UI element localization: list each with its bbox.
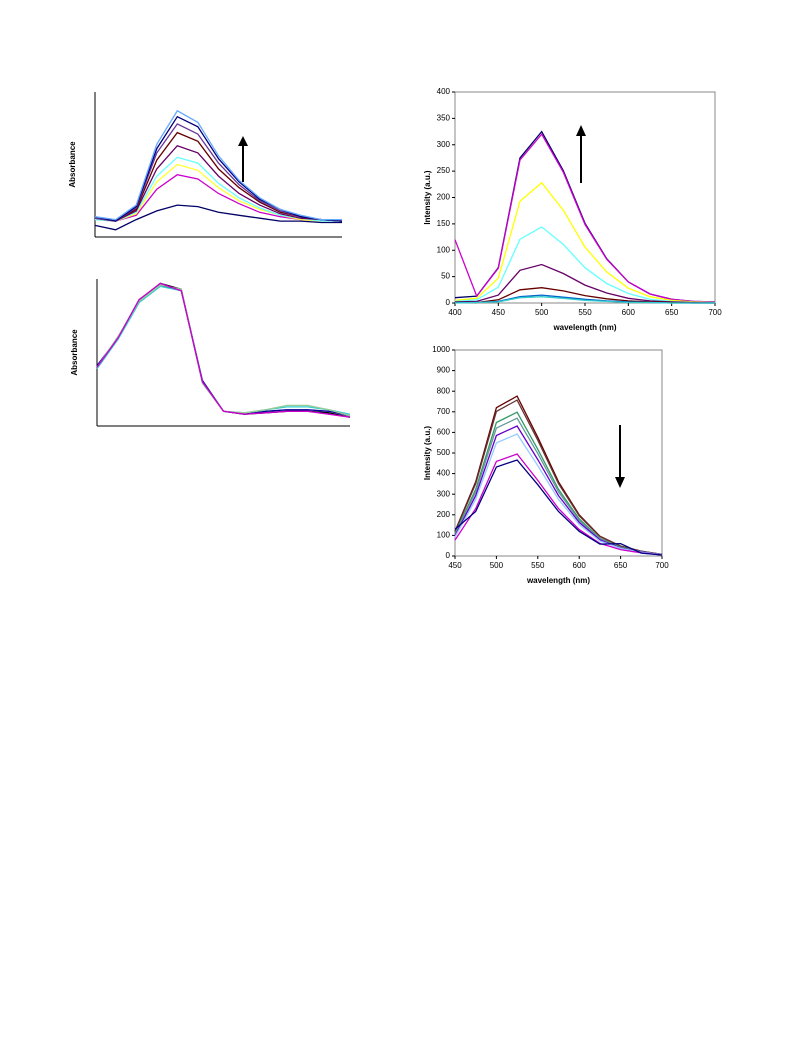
series-line	[454, 263, 716, 304]
y-tick-label: 900	[437, 366, 451, 375]
x-tick-label: 700	[655, 561, 669, 570]
y-tick-label: 600	[437, 428, 451, 437]
x-tick-label: 450	[492, 308, 506, 317]
y-axis-label: Intensity (a.u.)	[423, 170, 432, 225]
series-line	[94, 115, 343, 222]
y-tick-label: 0	[446, 298, 451, 307]
series-line	[94, 204, 342, 231]
plot-frame	[454, 91, 716, 304]
series-line	[454, 395, 663, 556]
y-tick-label: 50	[441, 272, 450, 281]
series-line	[96, 285, 351, 415]
y-axis-label: Intensity (a.u.)	[423, 426, 432, 481]
y-tick-label: 350	[437, 113, 451, 122]
x-tick-label: 600	[573, 561, 587, 570]
x-tick-label: 700	[708, 308, 722, 317]
y-tick-label: 200	[437, 193, 451, 202]
y-tick-label: 300	[437, 140, 451, 149]
x-tick-label: 550	[578, 308, 592, 317]
x-tick-label: 450	[448, 561, 462, 570]
y-tick-label: 100	[437, 531, 451, 540]
arrow-up	[238, 136, 248, 182]
series-line	[94, 109, 342, 221]
y-tick-label: 150	[437, 219, 451, 228]
series-line	[454, 453, 663, 556]
series-line	[454, 133, 716, 303]
series-line	[96, 284, 351, 417]
series-line	[454, 433, 663, 556]
series-line	[96, 282, 351, 418]
x-tick-label: 400	[448, 308, 462, 317]
x-axis-label: wavelength (nm)	[552, 323, 616, 332]
y-tick-label: 400	[437, 87, 451, 96]
x-tick-label: 500	[535, 308, 549, 317]
x-tick-label: 600	[622, 308, 636, 317]
y-tick-label: 0	[446, 551, 451, 560]
series-line	[454, 130, 716, 303]
x-tick-label: 650	[614, 561, 628, 570]
series-line	[94, 163, 342, 222]
arrow-down	[615, 425, 625, 488]
y-tick-label: 800	[437, 386, 451, 395]
y-axis-label: Absorbance	[70, 329, 79, 376]
x-axis-label: wavelength (nm)	[526, 576, 590, 585]
y-tick-label: 400	[437, 469, 451, 478]
y-tick-label: 200	[437, 510, 451, 519]
series-line	[94, 123, 343, 222]
x-tick-label: 550	[531, 561, 545, 570]
y-tick-label: 300	[437, 489, 451, 498]
y-tick-label: 700	[437, 407, 451, 416]
y-axis-label: Absorbance	[68, 141, 77, 188]
series-line	[454, 459, 663, 556]
y-tick-label: 500	[437, 448, 451, 457]
series-line	[454, 399, 663, 556]
series-line	[454, 226, 715, 304]
y-tick-label: 250	[437, 166, 451, 175]
series-line	[454, 296, 715, 304]
y-tick-label: 1000	[432, 345, 450, 354]
x-tick-label: 500	[490, 561, 504, 570]
series-line	[96, 282, 351, 418]
series-line	[96, 284, 351, 417]
series-line	[94, 144, 343, 222]
series-line	[454, 181, 716, 304]
plot-frame	[454, 349, 663, 557]
x-tick-label: 650	[665, 308, 679, 317]
arrow-up	[576, 125, 586, 183]
y-tick-label: 100	[437, 245, 451, 254]
